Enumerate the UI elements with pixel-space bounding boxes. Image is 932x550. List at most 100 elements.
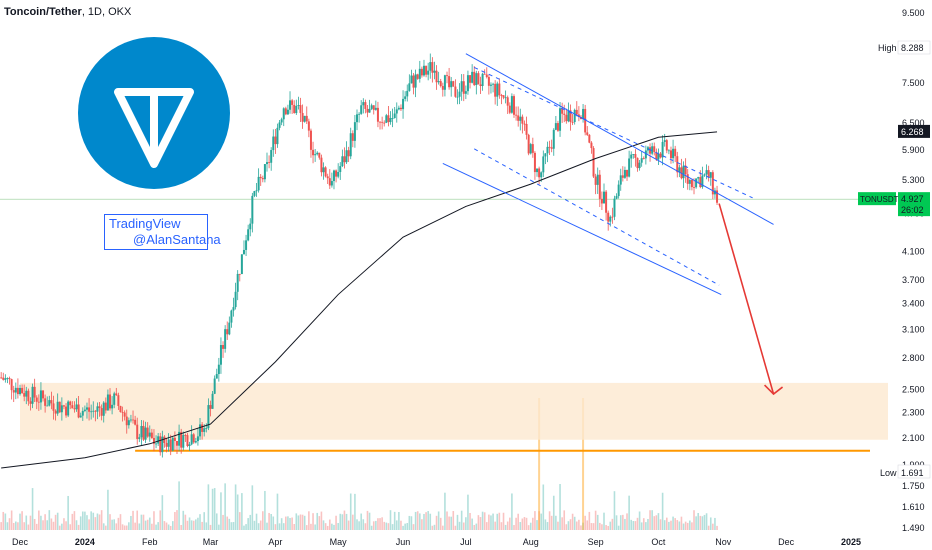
volume-bar (444, 492, 446, 530)
volume-bar (195, 519, 197, 530)
volume-bar (86, 515, 88, 530)
candle-body (207, 405, 210, 429)
candle-body (510, 96, 513, 113)
volume-bar (588, 511, 591, 530)
volume-bar (452, 511, 455, 530)
candle-body (515, 114, 518, 116)
volume-bar (567, 521, 570, 530)
x-tick-label: Mar (203, 537, 219, 547)
volume-bar (249, 514, 252, 530)
candle-body (393, 113, 396, 119)
candle-body (309, 130, 312, 150)
volume-bar (96, 513, 99, 530)
candle-body (582, 108, 585, 120)
volume-bar (705, 513, 708, 530)
candle-body (674, 148, 677, 157)
candle-body (106, 394, 109, 411)
volume-bar (471, 518, 473, 530)
volume-bar (184, 514, 187, 530)
candle-body (58, 401, 61, 413)
candle-body (466, 75, 469, 92)
volume-bar (414, 511, 417, 530)
volume-bar (69, 524, 72, 530)
volume-bars (0, 398, 718, 530)
volume-bar (387, 523, 390, 530)
watermark-line1: TradingView (109, 216, 181, 231)
volume-bar (584, 515, 586, 530)
volume-bar (701, 516, 704, 530)
volume-bar (71, 513, 74, 530)
volume-bar (364, 523, 367, 530)
volume-bar (437, 511, 440, 530)
volume-bar (48, 510, 51, 530)
candle-body (420, 68, 423, 76)
x-tick-label: 2024 (75, 537, 95, 547)
volume-bar (534, 511, 536, 530)
volume-bar (257, 523, 260, 530)
candle-body (305, 115, 308, 122)
candle-body (554, 123, 557, 130)
volume-bar (167, 524, 170, 530)
volume-bar (35, 523, 38, 530)
volume-bar (559, 484, 561, 530)
candle-body (37, 401, 40, 403)
candle-body (6, 378, 9, 379)
candle-body (623, 169, 626, 178)
candle-body (33, 386, 36, 398)
candle-body (159, 436, 162, 453)
candle-body (132, 419, 135, 421)
candle-body (194, 441, 197, 443)
volume-bar (107, 489, 109, 530)
candle-body (521, 116, 524, 124)
candle-body (487, 77, 490, 86)
volume-bar (88, 519, 90, 530)
time-scale-ticks: Dec 2024 Feb Mar Apr May Jun Jul Aug Sep Oct Nov Dec… (12, 537, 861, 547)
candle-body (178, 431, 181, 446)
candle-body (695, 178, 698, 188)
volume-bar (25, 515, 28, 530)
volume-bar (645, 522, 647, 530)
candle-body (8, 378, 11, 380)
volume-bar (682, 523, 685, 530)
candle-body (644, 150, 647, 159)
volume-bar (308, 511, 310, 530)
candle-body (619, 175, 622, 185)
candle-body (464, 91, 467, 94)
candle-body (134, 419, 137, 425)
volume-bar (527, 525, 530, 530)
candle-body (605, 191, 608, 213)
candle-body (609, 216, 612, 222)
candle-body (180, 431, 183, 448)
volume-bar (268, 512, 270, 530)
volume-bar (314, 524, 316, 530)
volume-bar (163, 521, 166, 530)
candle-body (39, 390, 42, 403)
volume-bar (599, 522, 601, 530)
candle-body (276, 127, 279, 145)
candle-body (356, 114, 359, 123)
candle-body (119, 405, 122, 413)
volume-bar (117, 517, 120, 530)
volume-bar (448, 516, 450, 530)
candle-body (402, 98, 405, 110)
candle-body (125, 416, 128, 426)
volume-bar (301, 514, 304, 530)
volume-bar (324, 523, 327, 530)
candle-body (483, 73, 486, 75)
volume-bar (172, 521, 174, 530)
candle-body (672, 148, 675, 159)
candle-body (536, 168, 539, 173)
candle-body (353, 122, 356, 141)
volume-bar (322, 520, 325, 530)
candle-body (60, 405, 63, 413)
volume-bar (111, 519, 113, 530)
volume-bar (98, 514, 101, 530)
candle-body (161, 436, 164, 453)
candle-body (332, 170, 335, 182)
candle-body (341, 156, 344, 167)
candle-body (52, 403, 55, 411)
volume-bar (153, 511, 155, 530)
volume-bar (617, 525, 620, 530)
candle-body (621, 175, 624, 178)
